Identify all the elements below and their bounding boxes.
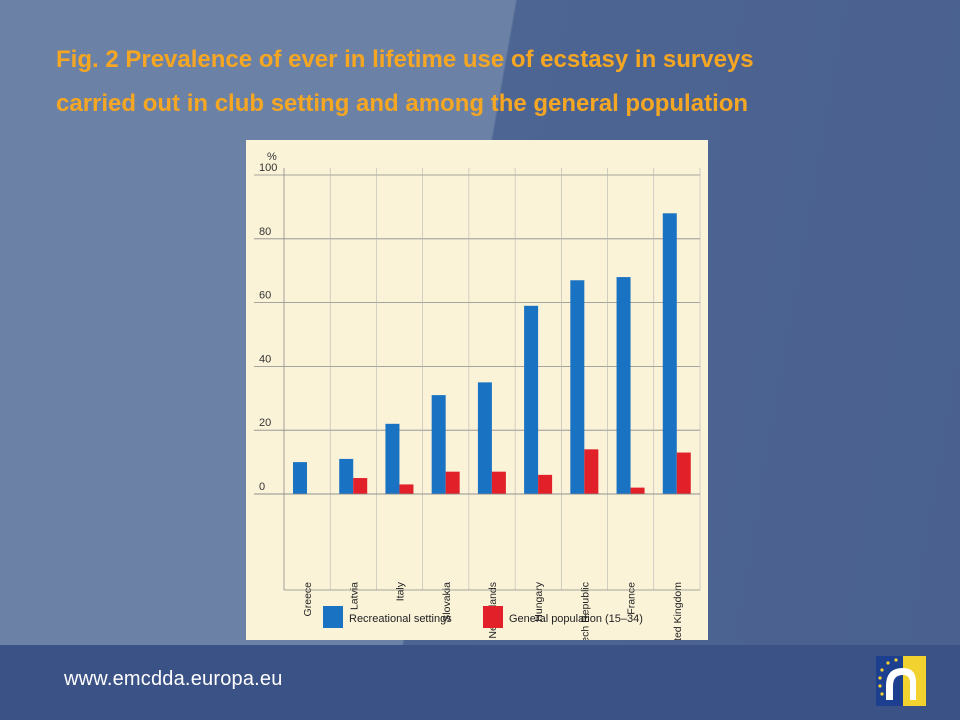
bar (584, 449, 599, 494)
legend-label: General population (15–34) (509, 613, 643, 625)
y-tick-label: 40 (259, 353, 271, 365)
bar (339, 458, 354, 494)
chart-panel: 020406080100%GreeceLatviaItalySlovakiaNe… (246, 140, 708, 640)
slide-title: Fig. 2 Prevalence of ever in lifetime us… (56, 38, 936, 126)
emcdda-logo-icon (876, 656, 926, 706)
y-tick-label: 60 (259, 290, 271, 302)
y-axis-label: % (267, 151, 277, 163)
slide-title-line-1: Fig. 2 Prevalence of ever in lifetime us… (56, 46, 754, 73)
bar (630, 487, 645, 494)
slide-title-line-2: carried out in club setting and among th… (56, 90, 749, 117)
y-tick-label: 0 (259, 481, 265, 493)
bar (662, 213, 677, 494)
category-label: United Kingdom (672, 582, 684, 640)
bar (616, 277, 631, 494)
legend-label: Recreational settings (349, 613, 452, 625)
bar (353, 478, 368, 494)
bar (477, 382, 492, 494)
bar (385, 423, 400, 494)
bar (570, 280, 585, 494)
footer-url[interactable]: www.emcdda.europa.eu (64, 668, 283, 690)
category-label: Italy (395, 581, 407, 601)
legend-swatch (323, 606, 343, 628)
category-label: France (626, 582, 638, 615)
footer-band (0, 645, 960, 720)
bar (491, 471, 506, 494)
bar (431, 395, 446, 494)
category-label: Latvia (348, 582, 360, 610)
category-label: Greece (302, 582, 314, 617)
y-tick-label: 100 (259, 162, 277, 174)
category-label: Slovakia (441, 582, 453, 622)
category-label: Czech Republic (579, 582, 591, 640)
bar (676, 452, 691, 494)
bar (445, 471, 460, 494)
bar (538, 474, 553, 494)
bar (399, 484, 414, 494)
y-tick-label: 20 (259, 417, 271, 429)
y-tick-label: 80 (259, 226, 271, 238)
category-label: Hungary (533, 581, 545, 621)
bar (524, 305, 539, 494)
legend-swatch (483, 606, 503, 628)
bar (293, 462, 307, 494)
bar-chart: 020406080100%GreeceLatviaItalySlovakiaNe… (254, 151, 701, 640)
